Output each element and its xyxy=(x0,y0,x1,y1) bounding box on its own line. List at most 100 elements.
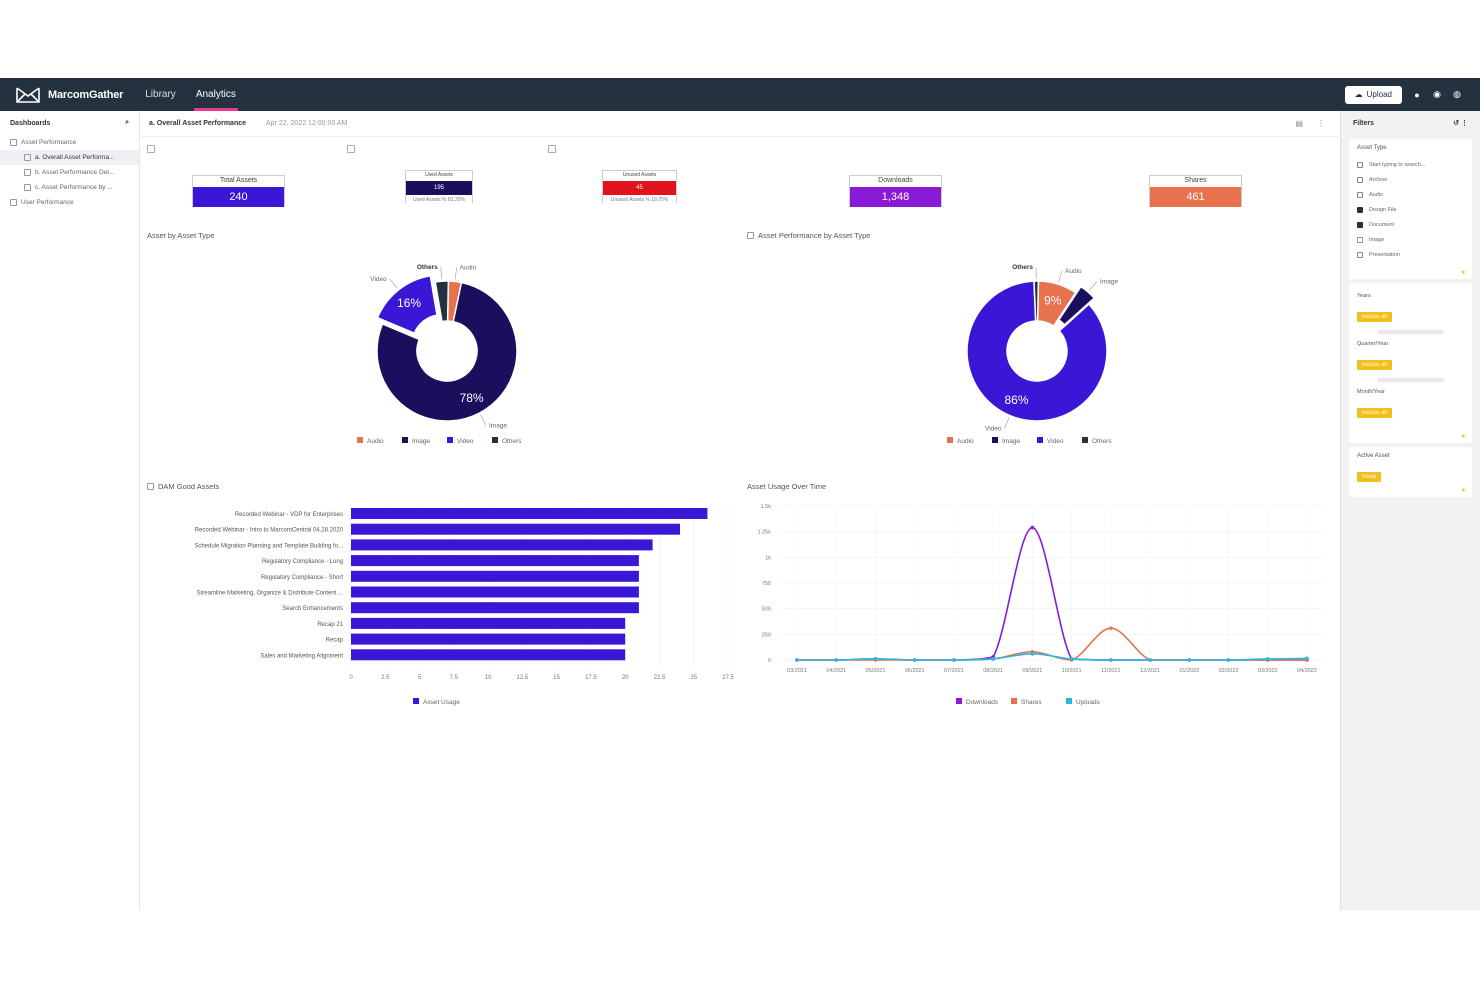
data-point[interactable] xyxy=(1069,657,1074,661)
checkbox[interactable] xyxy=(1357,176,1363,183)
data-point[interactable] xyxy=(1109,626,1113,630)
active-asset-chip[interactable]: Small xyxy=(1357,472,1381,482)
data-point[interactable] xyxy=(1030,525,1035,530)
sidebar-item-user-performance[interactable]: User Performance xyxy=(0,195,139,210)
donut-slice-video[interactable] xyxy=(376,274,438,335)
data-point[interactable] xyxy=(1109,658,1113,662)
months-chip[interactable]: Include all xyxy=(1357,408,1392,418)
leader-line xyxy=(1088,281,1098,291)
legend-label[interactable]: Audio xyxy=(367,438,384,445)
checkbox[interactable] xyxy=(1357,161,1363,168)
filter-option[interactable]: Archive xyxy=(1357,172,1464,187)
data-point[interactable] xyxy=(991,657,995,661)
donut-slice-video[interactable] xyxy=(966,280,1108,422)
bar[interactable] xyxy=(351,586,639,598)
donut-slice-others[interactable] xyxy=(1033,280,1040,322)
filter-option-label: Presentation xyxy=(1369,251,1400,258)
upload-button[interactable]: ☁ Upload xyxy=(1344,85,1402,104)
series-line-uploads[interactable] xyxy=(797,653,1308,661)
kpi-shares: Shares 461 xyxy=(1149,175,1242,207)
quarters-chip[interactable]: Include all xyxy=(1357,360,1392,370)
filter-option[interactable]: Audio xyxy=(1357,187,1464,202)
data-point[interactable] xyxy=(912,658,917,662)
y-category-label: Regulatory Compliance - Long xyxy=(262,559,343,565)
legend-label[interactable]: Audio xyxy=(957,438,974,445)
y-tick-label: 500 xyxy=(762,607,771,613)
x-tick-label: 02/2022 xyxy=(1219,668,1239,674)
more-options-icon[interactable]: ⋮ xyxy=(1317,119,1325,128)
legend-label[interactable]: Others xyxy=(1092,438,1112,445)
years-chip[interactable]: Include all xyxy=(1357,312,1392,322)
data-point[interactable] xyxy=(1305,656,1309,661)
donut-slice-image[interactable] xyxy=(1057,285,1096,326)
bar[interactable] xyxy=(351,617,626,629)
checkbox[interactable] xyxy=(1357,236,1363,243)
bar[interactable] xyxy=(351,539,653,551)
legend-label[interactable]: Others xyxy=(502,438,522,445)
legend-swatch xyxy=(956,698,962,704)
brand-logo[interactable]: MarcomGather xyxy=(16,86,123,104)
reset-icon[interactable]: ↺ ⋮ xyxy=(1453,120,1468,127)
x-tick-label: 20 xyxy=(622,675,629,681)
kpi-value: 461 xyxy=(1150,187,1241,207)
series-line-downloads[interactable] xyxy=(797,526,1307,661)
bell-icon[interactable]: ● xyxy=(1414,89,1420,100)
legend-label[interactable]: Uploads xyxy=(1076,699,1101,706)
donut-slice-audio[interactable] xyxy=(1036,280,1077,328)
legend-label[interactable]: Downloads xyxy=(966,699,999,706)
data-point[interactable] xyxy=(873,657,878,661)
data-point[interactable] xyxy=(1226,658,1231,662)
legend-label[interactable]: Image xyxy=(1002,438,1020,445)
checkbox[interactable] xyxy=(1357,221,1363,228)
data-point[interactable] xyxy=(1148,658,1152,662)
x-tick-label: 17.5 xyxy=(585,675,597,681)
bar[interactable] xyxy=(351,523,681,535)
legend-label[interactable]: Video xyxy=(457,438,474,445)
filter-search-row[interactable]: Start typing to search... xyxy=(1357,157,1464,172)
filter-option[interactable]: Design File xyxy=(1357,202,1464,217)
user-avatar-icon[interactable]: ◍ xyxy=(1453,89,1461,99)
data-point[interactable] xyxy=(1187,658,1192,662)
envelope-logo-icon xyxy=(16,86,40,103)
bar[interactable] xyxy=(351,508,708,519)
bar[interactable] xyxy=(351,570,639,582)
filter-search-input[interactable]: Start typing to search... xyxy=(1369,161,1426,168)
data-point[interactable] xyxy=(1265,657,1270,661)
data-point[interactable] xyxy=(834,658,839,662)
sidebar-item-asset-performance-by[interactable]: c. Asset Performance by ... xyxy=(0,180,139,195)
checkbox[interactable] xyxy=(1357,191,1363,198)
help-icon[interactable]: ◉ xyxy=(1433,89,1441,99)
filter-label: Quarter/Year xyxy=(1357,341,1389,347)
donut-slice-others[interactable] xyxy=(434,280,450,323)
bar[interactable] xyxy=(351,555,639,567)
sidebar-item-asset-performance[interactable]: Asset Performance xyxy=(0,135,139,150)
y-tick-label: 1.25k xyxy=(758,530,772,536)
sidebar-item-asset-performance-detail[interactable]: b. Asset Performance Det... xyxy=(0,165,139,180)
legend-label[interactable]: Shares xyxy=(1021,699,1042,706)
grid-view-icon[interactable]: ▤ xyxy=(1295,119,1303,128)
checkbox[interactable] xyxy=(1357,251,1363,258)
legend-swatch xyxy=(947,437,953,443)
bar[interactable] xyxy=(351,633,626,645)
filter-option[interactable]: Presentation xyxy=(1357,247,1464,262)
filter-option[interactable]: Document xyxy=(1357,217,1464,232)
legend-label[interactable]: Asset Usage xyxy=(423,699,460,706)
filter-option[interactable]: Image xyxy=(1357,232,1464,247)
nav-analytics[interactable]: Analytics xyxy=(193,78,238,111)
search-icon[interactable]: ⌕ xyxy=(125,119,129,126)
asset-by-type-donut-chart: Audio 78% Image 16% Video Others Audio Image Vid… xyxy=(357,264,522,445)
data-point[interactable] xyxy=(795,658,799,662)
sidebar-item-overall-asset-performance[interactable]: a. Overall Asset Performa... xyxy=(0,150,139,165)
legend-label[interactable]: Image xyxy=(412,438,430,445)
nav-library[interactable]: Library xyxy=(145,89,176,100)
bar[interactable] xyxy=(351,602,639,614)
donut-slice-image[interactable] xyxy=(376,281,518,422)
checkbox[interactable] xyxy=(1357,206,1363,213)
divider xyxy=(1377,377,1444,383)
legend-label[interactable]: Video xyxy=(1047,438,1064,445)
data-point[interactable] xyxy=(1030,652,1035,656)
data-point[interactable] xyxy=(952,658,956,662)
bar[interactable] xyxy=(351,649,626,661)
kpi-label: Unused Assets xyxy=(622,172,657,178)
leader-line xyxy=(480,414,487,426)
